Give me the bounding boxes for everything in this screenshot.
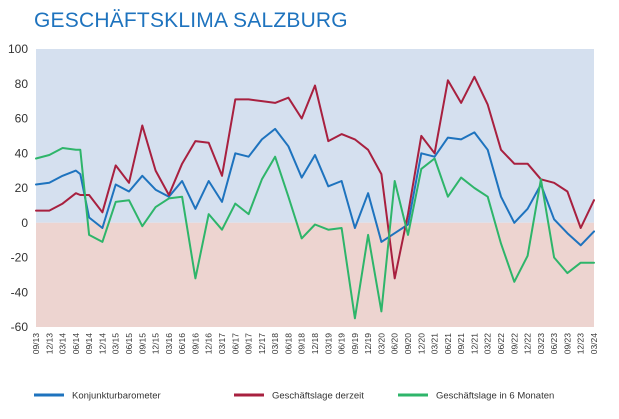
x-tick-label: 09/17 bbox=[244, 333, 254, 355]
y-tick-label: -20 bbox=[11, 251, 29, 265]
x-tick-label: 12/17 bbox=[257, 333, 267, 355]
x-tick-label: 09/19 bbox=[350, 333, 360, 355]
x-tick-label: 09/14 bbox=[84, 333, 94, 355]
x-tick-label: 06/23 bbox=[549, 333, 559, 355]
x-tick-label: 12/15 bbox=[151, 333, 161, 355]
x-tick-label: 09/18 bbox=[297, 333, 307, 355]
x-tick-label: 12/14 bbox=[97, 333, 107, 355]
x-tick-label: 03/21 bbox=[430, 333, 440, 355]
x-tick-label: 06/14 bbox=[71, 333, 81, 355]
y-tick-label: 20 bbox=[15, 181, 29, 195]
x-tick-label: 06/15 bbox=[124, 333, 134, 355]
y-tick-label: 0 bbox=[21, 216, 28, 230]
x-tick-label: 03/20 bbox=[376, 333, 386, 355]
y-axis-ticks: 100 80 60 40 20 0 -20 -40 -60 bbox=[8, 42, 28, 334]
legend-label: Geschäftslage in 6 Monaten bbox=[436, 391, 554, 402]
legend-label: Konjunkturbarometer bbox=[72, 391, 161, 402]
x-tick-label: 03/23 bbox=[536, 333, 546, 355]
x-tick-label: 03/16 bbox=[164, 333, 174, 355]
x-tick-label: 09/23 bbox=[562, 333, 572, 355]
x-tick-label: 06/18 bbox=[283, 333, 293, 355]
x-tick-label: 09/16 bbox=[190, 333, 200, 355]
legend: Konjunkturbarometer Geschäftslage derzeit… bbox=[34, 391, 554, 402]
x-tick-label: 09/20 bbox=[403, 333, 413, 355]
x-tick-label: 06/22 bbox=[496, 333, 506, 355]
series-lines bbox=[35, 75, 595, 320]
x-tick-label: 09/15 bbox=[137, 333, 147, 355]
x-tick-label: 06/20 bbox=[390, 333, 400, 355]
x-tick-label: 03/14 bbox=[58, 333, 68, 355]
x-tick-label: 06/16 bbox=[177, 333, 187, 355]
legend-label: Geschäftslage derzeit bbox=[272, 391, 364, 402]
x-tick-label: 12/21 bbox=[469, 333, 479, 355]
x-tick-label: 03/19 bbox=[323, 333, 333, 355]
y-tick-label: 100 bbox=[8, 42, 28, 56]
x-tick-label: 12/23 bbox=[576, 333, 586, 355]
y-tick-label: 80 bbox=[15, 77, 29, 91]
y-tick-label: 60 bbox=[15, 112, 29, 126]
y-tick-label: -40 bbox=[11, 285, 29, 299]
x-axis-ticks: 09/13 12/13 03/14 06/14 09/14 12/14 03/15 06/15… bbox=[31, 333, 599, 355]
x-tick-label: 09/13 bbox=[31, 333, 41, 355]
x-tick-label: 03/24 bbox=[589, 333, 599, 355]
x-tick-label: 12/19 bbox=[363, 333, 373, 355]
x-tick-label: 09/21 bbox=[456, 333, 466, 355]
x-tick-label: 12/16 bbox=[204, 333, 214, 355]
x-tick-label: 06/19 bbox=[337, 333, 347, 355]
chart-title: GESCHÄFTSKLIMA SALZBURG bbox=[34, 9, 348, 32]
x-tick-label: 03/22 bbox=[483, 333, 493, 355]
x-tick-label: 03/17 bbox=[217, 333, 227, 355]
x-tick-label: 06/21 bbox=[443, 333, 453, 355]
x-tick-label: 03/15 bbox=[111, 333, 121, 355]
x-tick-label: 09/22 bbox=[509, 333, 519, 355]
x-tick-label: 12/13 bbox=[44, 333, 54, 355]
x-tick-label: 12/22 bbox=[523, 333, 533, 355]
series-line bbox=[35, 147, 595, 320]
y-tick-label: -60 bbox=[11, 320, 29, 334]
series-line bbox=[35, 75, 595, 280]
positive-band bbox=[36, 49, 594, 223]
background-bands bbox=[36, 49, 594, 327]
negative-band bbox=[36, 222, 594, 327]
x-tick-label: 12/20 bbox=[416, 333, 426, 355]
x-tick-label: 03/18 bbox=[270, 333, 280, 355]
x-tick-label: 12/18 bbox=[310, 333, 320, 355]
y-tick-label: 40 bbox=[15, 146, 29, 160]
series-line bbox=[35, 127, 595, 247]
x-tick-label: 06/17 bbox=[230, 333, 240, 355]
